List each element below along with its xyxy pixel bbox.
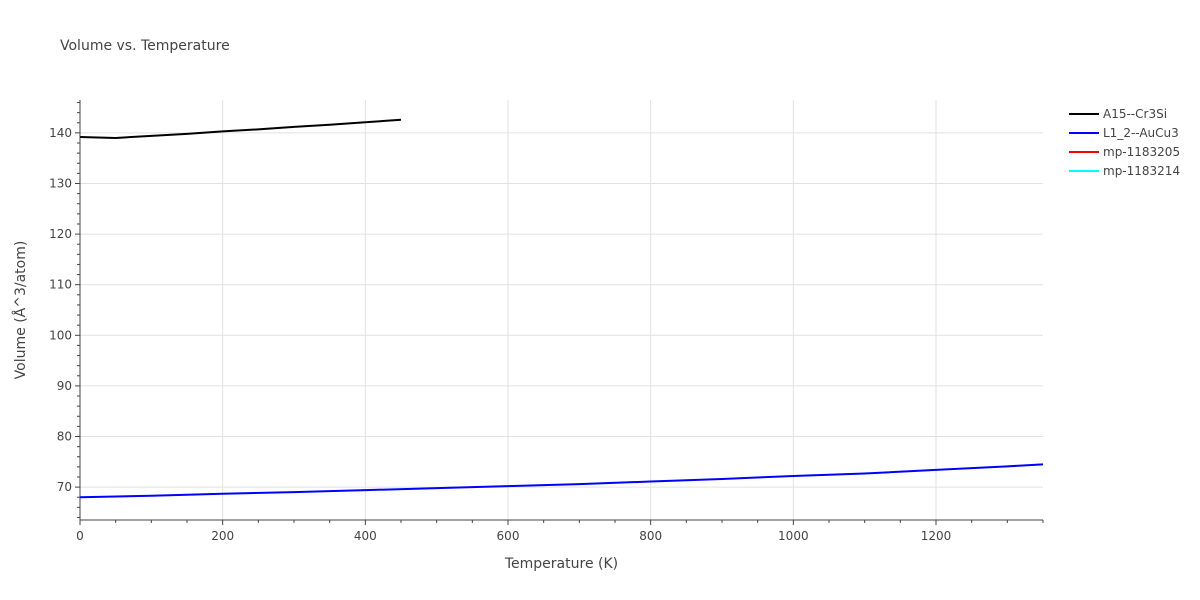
legend[interactable]: A15--Cr3Si L1_2--AuCu3 mp-1183205 mp-118321… — [1069, 107, 1180, 178]
x-tick-label: 0 — [76, 529, 84, 543]
x-tick-label: 400 — [354, 529, 377, 543]
x-axis-title: Temperature (K) — [504, 556, 618, 572]
y-axis-title: Volume (Å^3/atom) — [12, 241, 29, 380]
legend-item[interactable]: L1_2--AuCu3 — [1069, 126, 1179, 140]
y-tick-label: 130 — [49, 176, 72, 190]
legend-item[interactable]: mp-1183214 — [1069, 164, 1180, 178]
y-tick-label: 140 — [49, 126, 72, 140]
x-tick-label: 800 — [639, 529, 662, 543]
y-tick-label: 110 — [49, 278, 72, 292]
y-tick-label: 100 — [49, 328, 72, 342]
x-tick-label: 1200 — [921, 529, 952, 543]
y-tick-label: 90 — [57, 379, 72, 393]
legend-label: mp-1183205 — [1103, 145, 1180, 159]
x-tick-label: 600 — [497, 529, 520, 543]
series-line-l1-2-aucu3 — [79, 463, 1044, 499]
series-line-a15-cr3si — [79, 118, 402, 139]
legend-item[interactable]: mp-1183205 — [1069, 145, 1180, 159]
y-tick-label: 80 — [57, 430, 72, 444]
y-tick-label: 70 — [57, 480, 72, 494]
legend-label: L1_2--AuCu3 — [1103, 126, 1179, 140]
legend-label: A15--Cr3Si — [1103, 107, 1167, 121]
x-tick-label: 1000 — [778, 529, 809, 543]
chart-title: Volume vs. Temperature — [60, 38, 230, 54]
x-tick-label: 200 — [211, 529, 234, 543]
legend-item[interactable]: A15--Cr3Si — [1069, 107, 1167, 121]
y-tick-label: 120 — [49, 227, 72, 241]
axis-layer: 0 200 400 600 800 1000 1200 70 80 90 100 110 120 130 1… — [49, 100, 1044, 543]
series-layer — [79, 118, 1044, 499]
legend-label: mp-1183214 — [1103, 164, 1180, 178]
grid-layer — [80, 100, 1043, 520]
